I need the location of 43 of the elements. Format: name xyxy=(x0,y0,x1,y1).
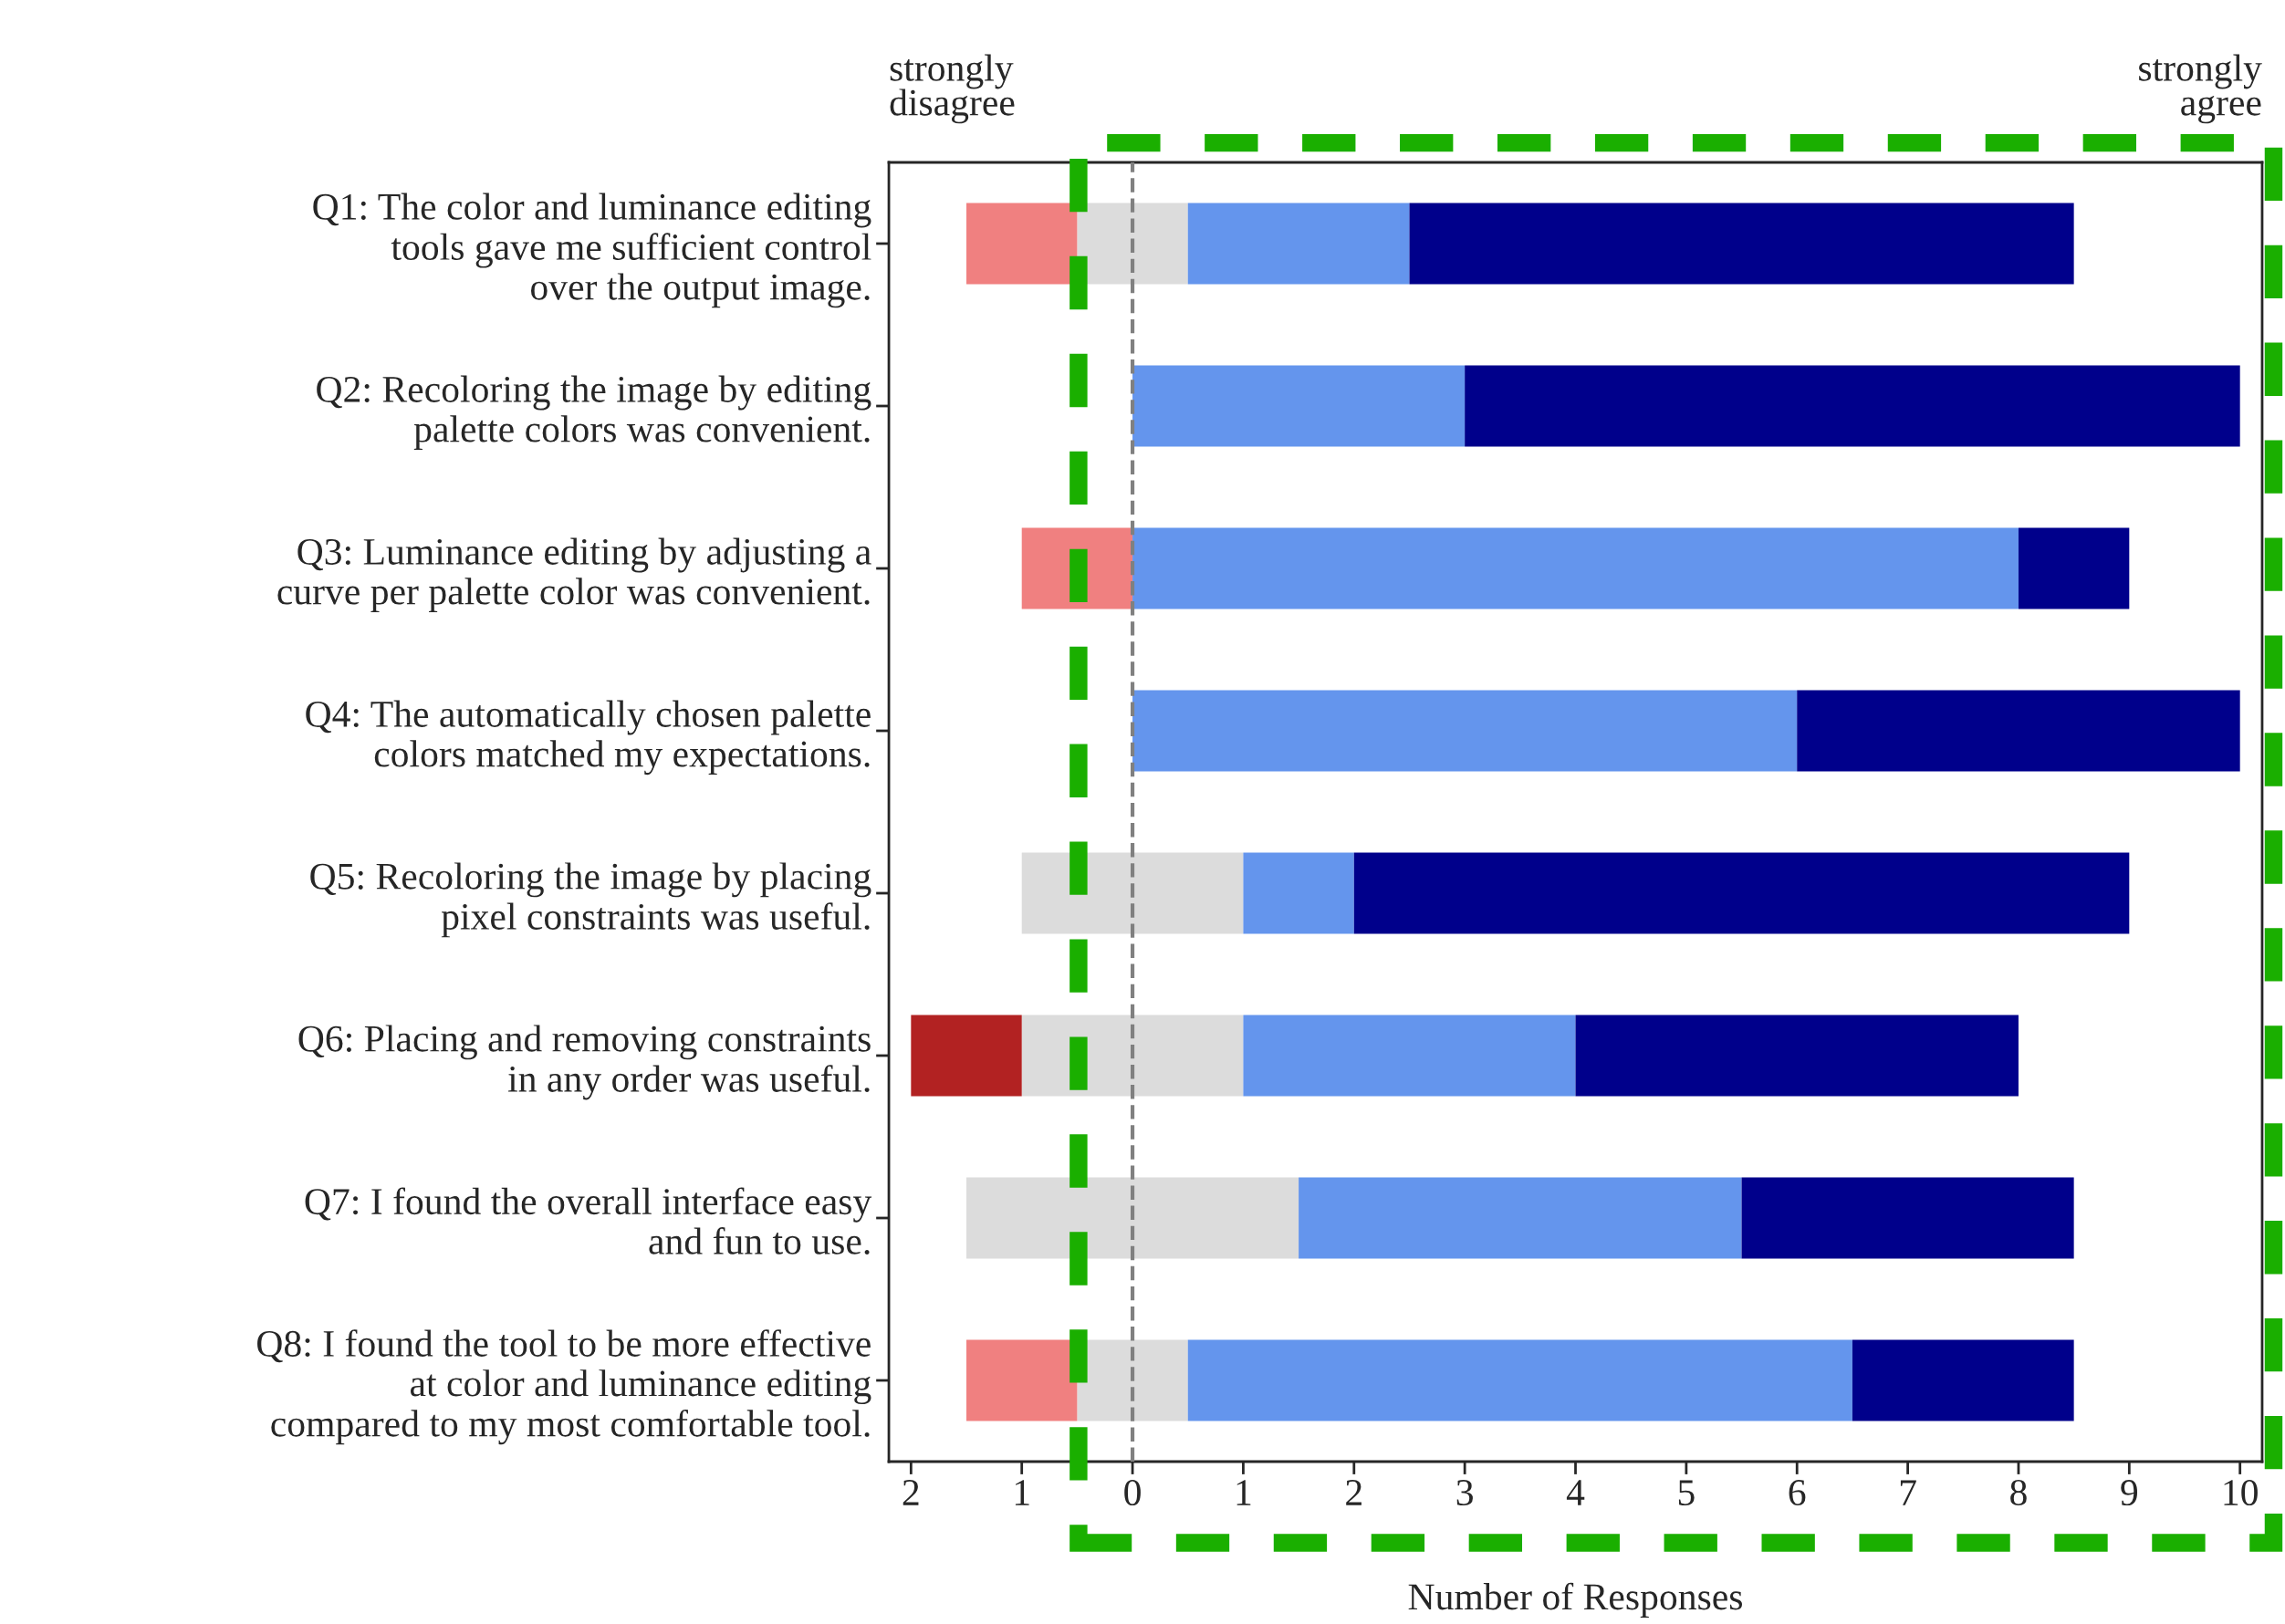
bar xyxy=(1243,852,1354,934)
text: strongly agree xyxy=(2139,54,2262,124)
bar xyxy=(1187,203,1410,285)
bar xyxy=(1465,365,2240,447)
bar xyxy=(1187,1339,1852,1421)
x-axis-title: Number of Responses xyxy=(1408,1582,1742,1618)
x-tick-label: 8 xyxy=(2010,1479,2027,1506)
text: strongly disagree xyxy=(890,54,1015,124)
bar xyxy=(2018,527,2130,609)
x-tick-label: 1 xyxy=(1015,1480,1029,1505)
x-tick-label: 10 xyxy=(2224,1479,2258,1506)
bar xyxy=(1797,690,2240,772)
x-tick-label: 9 xyxy=(2121,1480,2138,1506)
x-tick-label: 5 xyxy=(1678,1480,1695,1506)
bar xyxy=(911,1015,1022,1097)
x-tick-label: 2 xyxy=(1346,1480,1362,1505)
y-tick-label: Q7: I found the overall interface easy and fun to use. xyxy=(305,1187,872,1254)
x-tick-label: 7 xyxy=(1900,1480,1916,1505)
y-tick-label: Q6: Placing and removing constraints in any order was useful. xyxy=(298,1025,871,1100)
y-tick-label: Q4: The automatically chosen palette colors matched my expectations. xyxy=(306,700,871,776)
bar xyxy=(966,203,1078,285)
y-tick-label: Q8: I found the tool to be more effective at color and luminance editing compared to my most comfortable tool. xyxy=(257,1329,871,1445)
y-tick-label: Q5: Recoloring the image by placing pixel constraints was useful. xyxy=(310,862,871,938)
x-tick-label: 6 xyxy=(1789,1480,1806,1506)
y-tick-label: Q2: Recoloring the image by editing palette colors was convenient. xyxy=(317,375,871,451)
y-tick-label: Q3: Luminance editing by adjusting a curve per palette color was convenient. xyxy=(277,537,871,613)
x-tick-label: 3 xyxy=(1456,1480,1473,1506)
bar xyxy=(1741,1177,2074,1259)
bar xyxy=(1852,1339,2074,1421)
bar xyxy=(1299,1177,1742,1259)
bar xyxy=(1353,852,2130,934)
x-tick-label: 4 xyxy=(1566,1480,1585,1505)
bar xyxy=(1132,527,2019,609)
bar xyxy=(1575,1015,2019,1097)
x-tick-label: 0 xyxy=(1124,1479,1141,1506)
x-tick-label: 1 xyxy=(1236,1480,1251,1505)
bar xyxy=(1243,1015,1576,1097)
bar xyxy=(1132,365,1466,447)
y-tick-label: Q1: The color and luminance editing tools gave me sufficient control over the output image. xyxy=(313,193,871,308)
x-tick-label: 2 xyxy=(903,1480,919,1505)
bar xyxy=(966,1339,1078,1421)
bar xyxy=(1409,203,2074,285)
bar xyxy=(1132,690,1798,772)
